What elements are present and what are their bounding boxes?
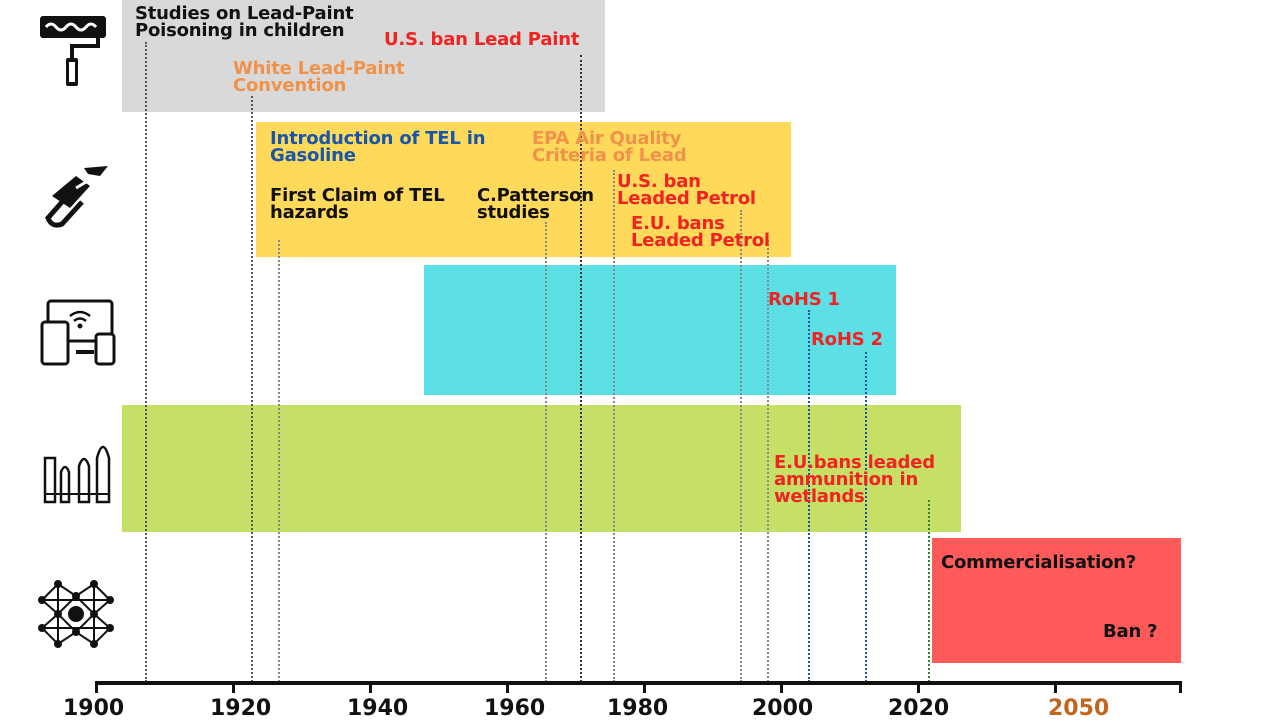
fuel-nozzle-icon [45, 166, 108, 228]
ammunition-icon [43, 445, 111, 504]
axis-tick-mark [1054, 681, 1057, 693]
time-axis [95, 681, 1182, 685]
event-line-1925 [278, 240, 280, 682]
tick-label-1900: 1900 [63, 696, 125, 721]
us-ban-leaded-petrol-label: U.S. ban Leaded Petrol [617, 171, 756, 209]
axis-tick-mark [643, 681, 646, 693]
lead-paint-band [122, 0, 605, 112]
tick-label-1960: 1960 [484, 696, 546, 721]
rohs-1-label: RoHS 1 [768, 289, 840, 310]
eu-bans-leaded-ammunition-label: E.U.bans leaded ammunition in wetlands [774, 452, 935, 507]
tick-label-1940: 1940 [347, 696, 409, 721]
introduction-of-tel-label: Introduction of TEL in Gasoline [270, 128, 486, 166]
devices-icon [40, 299, 116, 366]
studies-on-lead-paint-label: Studies on Lead-Paint Poisoning in child… [135, 3, 354, 41]
c-patterson-label: C.Patterson studies [477, 185, 594, 223]
event-line-2020 [928, 500, 930, 682]
event-line-1971 [580, 55, 582, 682]
event-line-1976 [613, 170, 615, 682]
paint-roller-icon [40, 16, 106, 86]
event-line-1907 [145, 42, 147, 682]
tick-label-2000: 2000 [752, 696, 814, 721]
axis-tick-mark [1179, 681, 1182, 693]
eu-bans-leaded-petrol-label: E.U. bans Leaded Petrol [631, 213, 770, 251]
ammunition-band [122, 405, 961, 532]
electronics-band [424, 265, 896, 395]
axis-tick-mark [917, 681, 920, 693]
event-line-2003 [808, 310, 810, 682]
axis-tick-mark [506, 681, 509, 693]
event-line-1997 [767, 240, 769, 682]
rohs-2-label: RoHS 2 [811, 329, 883, 350]
event-line-2011 [865, 352, 867, 682]
tick-label-2050: 2050 [1048, 696, 1110, 721]
white-lead-paint-convention-label: White Lead-Paint Convention [233, 58, 405, 96]
epa-air-quality-label: EPA Air Quality Criteria of Lead [532, 128, 687, 166]
event-line-1921 [251, 96, 253, 682]
tick-label-1920: 1920 [210, 696, 272, 721]
nanostructure-icon [38, 580, 114, 648]
axis-tick-mark [95, 681, 98, 693]
us-ban-lead-paint-label: U.S. ban Lead Paint [384, 29, 580, 50]
axis-tick-mark [780, 681, 783, 693]
axis-tick-mark [369, 681, 372, 693]
event-line-1994 [740, 210, 742, 682]
nanomaterials-band [932, 538, 1181, 663]
tick-label-2020: 2020 [888, 696, 950, 721]
first-claim-tel-label: First Claim of TEL hazards [270, 185, 445, 223]
axis-tick-mark [232, 681, 235, 693]
petrol-band [256, 122, 791, 257]
tick-label-1980: 1980 [607, 696, 669, 721]
ban-question-label: Ban ? [1103, 621, 1158, 642]
event-line-1965 [545, 222, 547, 682]
commercialisation-label: Commercialisation? [941, 552, 1137, 573]
